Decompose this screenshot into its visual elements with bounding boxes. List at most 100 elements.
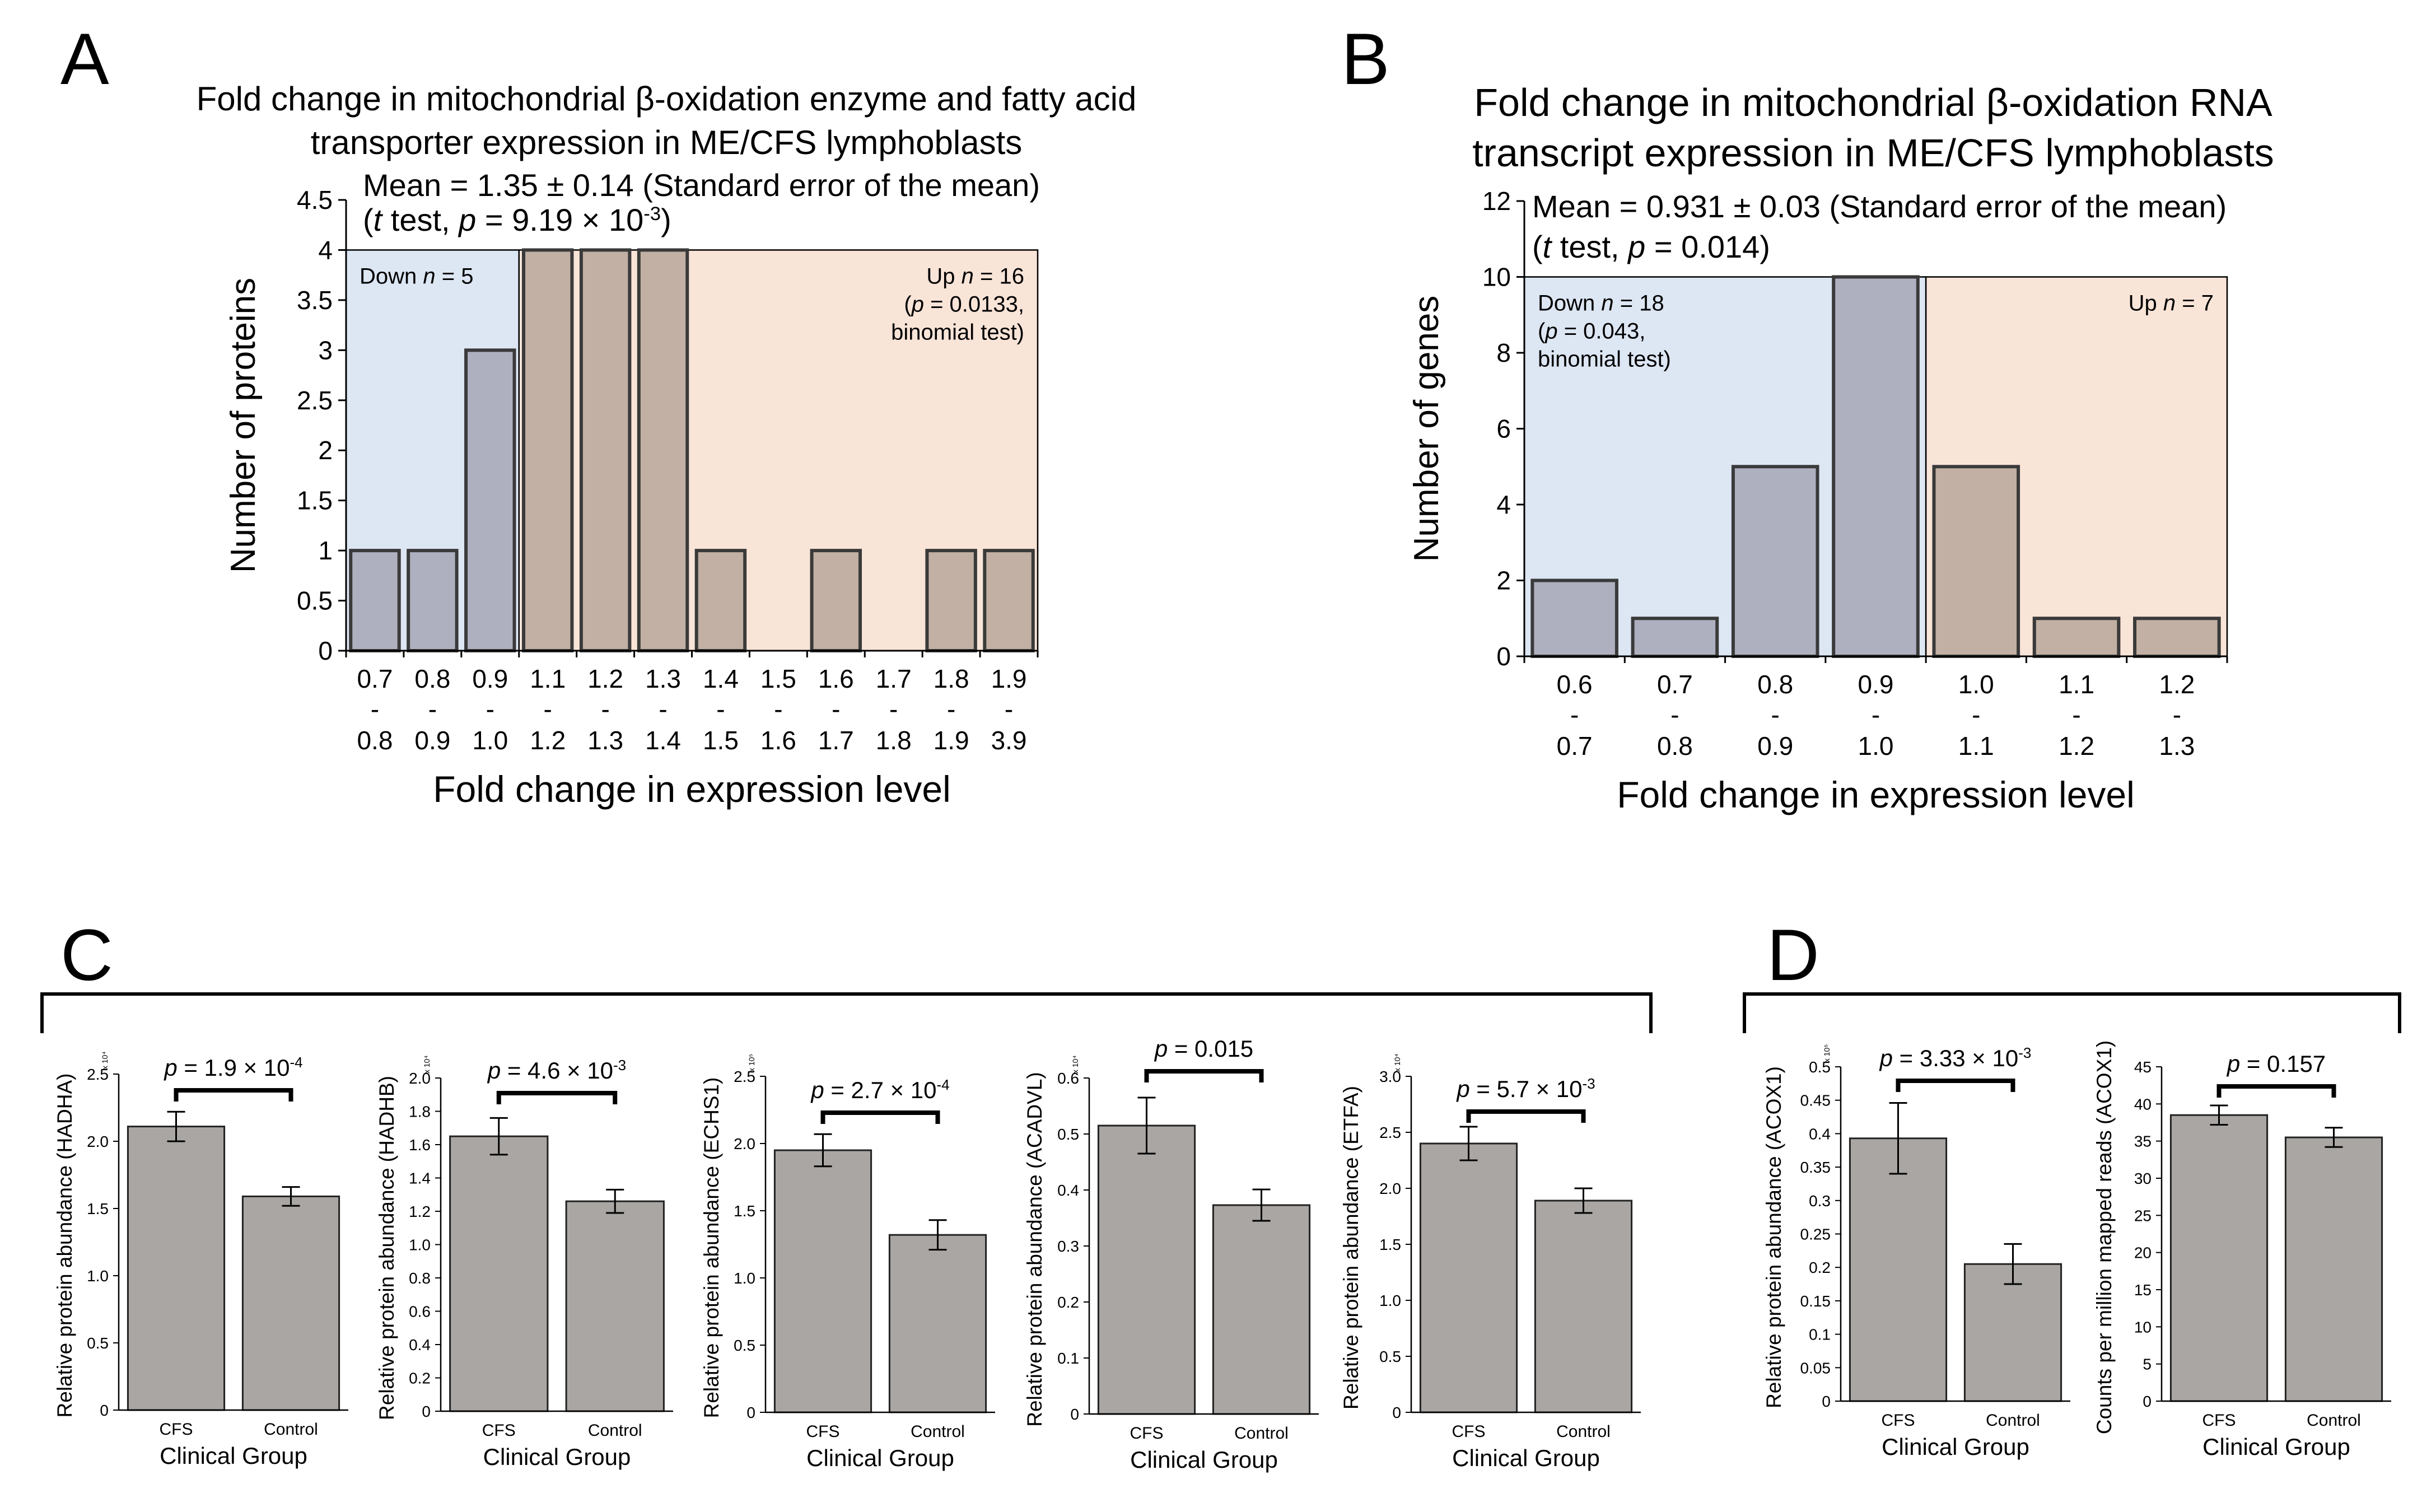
text-run: = 0.014) — [1645, 229, 1770, 264]
x-tick-label: Control — [2307, 1411, 2361, 1430]
text-run: ( — [1532, 229, 1543, 264]
y-tick-label: 0.5 — [1057, 1126, 1079, 1143]
y-tick-label: 0.5 — [87, 1334, 109, 1352]
x-tick-label-dash: - — [2173, 700, 2181, 729]
x-tick-label-low: 0.8 — [1757, 670, 1793, 699]
text-run: ( — [1538, 319, 1546, 344]
superscript: -4 — [937, 1076, 950, 1093]
axis-multiplier: x 10⁵ — [1822, 1044, 1831, 1062]
up-count-label: Up n = 16 — [926, 264, 1024, 288]
y-tick-label: 0.25 — [1800, 1226, 1831, 1243]
x-tick-label-dash: - — [947, 694, 955, 724]
x-tick-label: CFS — [1130, 1424, 1164, 1443]
x-tick-label: Control — [264, 1420, 318, 1439]
y-tick-label: 35 — [2134, 1133, 2152, 1150]
x-axis-label: Fold change in expression level — [1617, 774, 2135, 815]
histogram-bar — [521, 248, 574, 652]
x-tick-label-dash: - — [1670, 700, 1679, 729]
x-tick-label-high: 1.6 — [760, 726, 796, 755]
x-tick-label-dash: - — [774, 694, 782, 724]
y-tick-label: 0.45 — [1800, 1092, 1831, 1109]
down-pvalue-label: (p = 0.043, — [1538, 319, 1645, 344]
x-tick-label-dash: - — [716, 694, 725, 724]
y-tick-label: 1.0 — [409, 1236, 431, 1254]
y-tick-label: 0.5 — [297, 586, 333, 615]
p-value-label: p = 5.7 × 10-3 — [1455, 1075, 1595, 1102]
x-tick-label-dash: - — [601, 694, 609, 724]
x-axis-label: Clinical Group — [1130, 1446, 1278, 1473]
italic-run: p — [911, 292, 924, 316]
histogram-bar — [1631, 617, 1719, 658]
histogram-bar — [407, 549, 459, 652]
histogram-bar — [2133, 617, 2221, 658]
text-run: Down — [1538, 291, 1601, 316]
italic-run: p — [1154, 1035, 1168, 1062]
histogram-bar — [1530, 578, 1618, 658]
x-tick-label: CFS — [806, 1422, 840, 1441]
y-tick-label: 3 — [318, 335, 333, 365]
x-tick-label-high: 0.9 — [414, 726, 450, 755]
x-tick-label-low: 1.2 — [2159, 670, 2195, 699]
y-tick-label: 8 — [1496, 338, 1511, 367]
y-tick-label: 0.4 — [1809, 1125, 1831, 1142]
x-axis-label: Clinical Group — [1452, 1445, 1600, 1471]
y-tick-label: 1.2 — [409, 1203, 431, 1220]
y-tick-label: 5 — [2143, 1356, 2152, 1373]
group-bar — [1419, 1142, 1518, 1413]
axis-multiplier: x 10⁴ — [1071, 1056, 1080, 1074]
y-tick-label: 0.5 — [1379, 1348, 1401, 1365]
histogram-bar — [925, 549, 977, 652]
y-tick-label: 2.0 — [734, 1135, 755, 1152]
x-tick-label-high: 1.0 — [1858, 731, 1894, 760]
down-count-label: Down n = 5 — [360, 264, 473, 288]
y-tick-label: 0.5 — [1809, 1058, 1831, 1076]
y-tick-label: 1.6 — [409, 1136, 431, 1154]
x-tick-label-high: 0.7 — [1557, 731, 1593, 760]
panel-letter: C — [60, 914, 113, 996]
y-tick-label: 6 — [1496, 414, 1511, 444]
y-axis-label: Relative protein abundance (ACADVL) — [1023, 1072, 1046, 1426]
p-value-label: p = 2.7 × 10-4 — [810, 1076, 949, 1103]
ttest-stat: (t test, p = 9.19 × 10-3) — [363, 202, 671, 237]
x-tick-label-high: 1.3 — [2159, 731, 2195, 760]
y-tick-label: 40 — [2134, 1095, 2152, 1113]
group-bar — [888, 1234, 987, 1413]
y-tick-label: 15 — [2134, 1281, 2152, 1299]
italic-run: p — [458, 202, 476, 237]
y-tick-label: 2.5 — [734, 1068, 755, 1085]
up-test-label: binomial test) — [891, 320, 1024, 344]
text-run: = 5 — [436, 264, 474, 288]
y-tick-label: 20 — [2134, 1244, 2152, 1262]
x-tick-label: CFS — [160, 1420, 193, 1439]
histogram-bar — [810, 549, 862, 652]
up-pvalue-label: (p = 0.0133, — [904, 292, 1024, 316]
up-count-label: Up n = 7 — [2129, 291, 2214, 316]
x-tick-label-dash: - — [371, 694, 379, 724]
y-tick-label: 0.4 — [409, 1336, 431, 1354]
y-tick-label: 0.8 — [409, 1270, 431, 1287]
italic-run: n — [2163, 291, 2176, 316]
x-tick-label-dash: - — [486, 694, 494, 724]
x-tick-label-high: 1.7 — [818, 726, 854, 755]
x-tick-label-high: 1.3 — [587, 726, 623, 755]
significance-bracket — [1896, 1079, 2015, 1092]
superscript: -3 — [613, 1057, 626, 1074]
axis-multiplier: x 10⁴ — [422, 1056, 431, 1074]
y-tick-label: 0.2 — [1057, 1294, 1079, 1311]
group-bar — [127, 1126, 226, 1411]
text-run: test, — [1551, 229, 1628, 264]
group-bar — [1534, 1200, 1633, 1413]
italic-run: p — [487, 1057, 501, 1084]
text-run: Up — [2129, 291, 2163, 316]
x-tick-label-low: 1.6 — [818, 664, 854, 693]
text-run: = 18 — [1614, 291, 1664, 316]
x-tick-label-dash: - — [659, 694, 667, 724]
x-tick-label-low: 0.6 — [1557, 670, 1593, 699]
text-run: = 2.7 × 10 — [824, 1077, 937, 1103]
histogram-bar — [1731, 465, 1819, 658]
y-tick-label: 0.5 — [734, 1337, 755, 1354]
y-tick-label: 0 — [100, 1402, 109, 1419]
y-tick-label: 0.2 — [1809, 1259, 1831, 1276]
y-axis-label: Relative protein abundance (HADHA) — [53, 1074, 76, 1418]
